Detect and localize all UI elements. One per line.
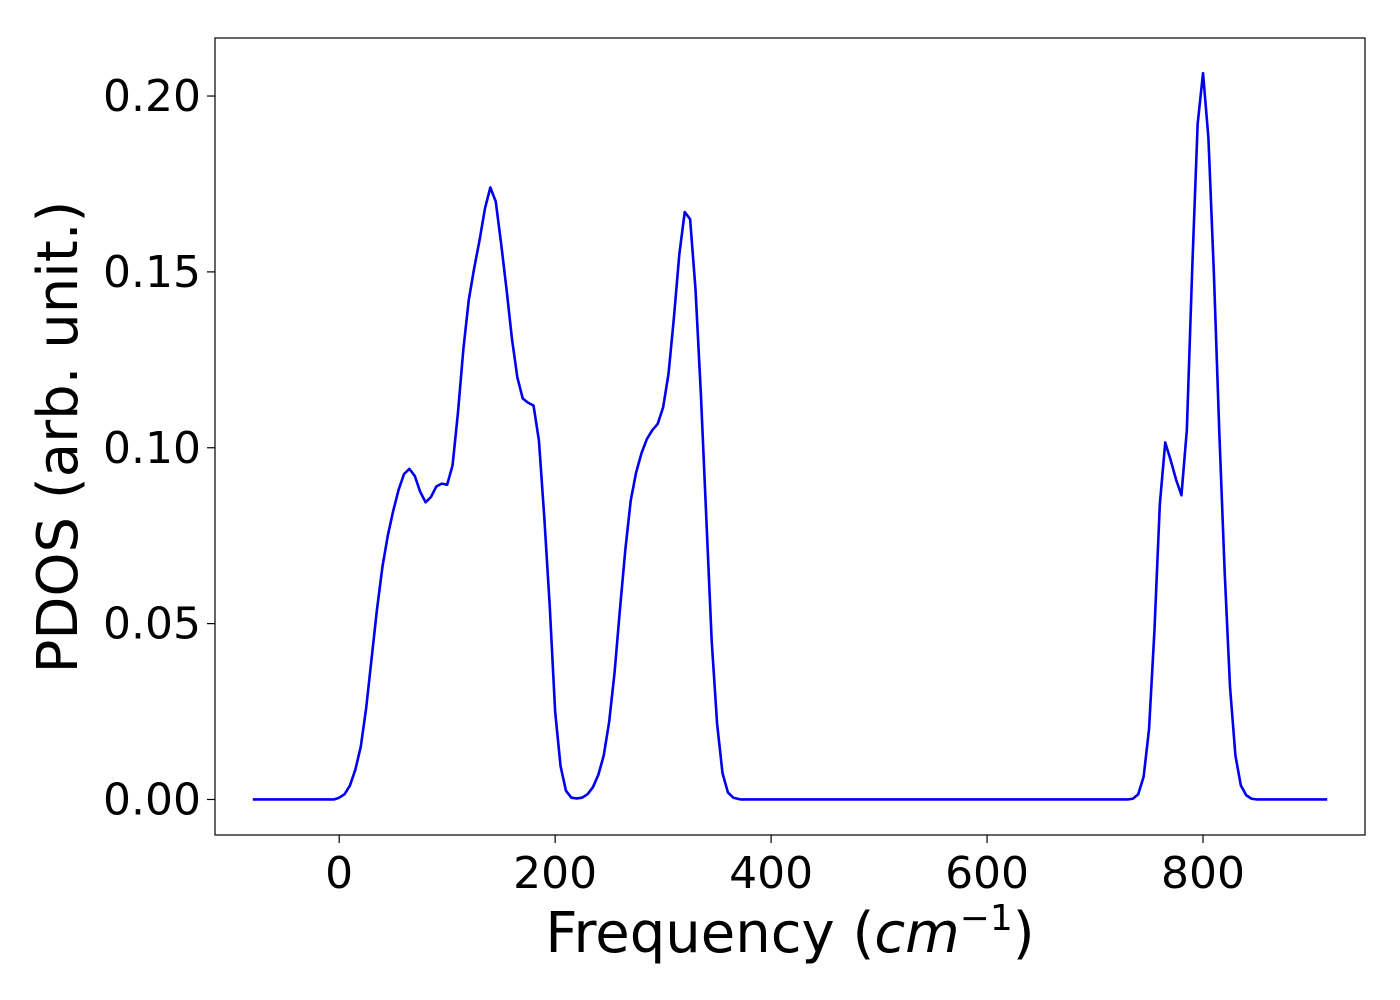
x-axis-ticks: 0 200 400 600 800 <box>325 835 1245 899</box>
y-tick-label: 0.00 <box>103 774 201 825</box>
x-tick-label: 400 <box>729 848 813 899</box>
pdos-series-line <box>252 71 1328 801</box>
x-tick-label: 200 <box>513 848 597 899</box>
series-layer <box>252 71 1328 801</box>
x-tick-label: 800 <box>1161 848 1245 899</box>
y-tick-label: 0.05 <box>103 599 201 650</box>
y-axis-ticks: 0.00 0.05 0.10 0.15 0.20 <box>103 71 215 825</box>
x-tick-label: 0 <box>325 848 353 899</box>
y-tick-label: 0.20 <box>103 71 201 122</box>
plot-area-background <box>215 38 1365 835</box>
x-axis-label: Frequency (cm−1) <box>545 898 1034 966</box>
y-tick-label: 0.10 <box>103 423 201 474</box>
x-tick-label: 600 <box>945 848 1029 899</box>
y-axis-label: PDOS (arb. unit.) <box>26 201 91 674</box>
y-tick-label: 0.15 <box>103 247 201 298</box>
plot-area-frame <box>214 37 1366 836</box>
